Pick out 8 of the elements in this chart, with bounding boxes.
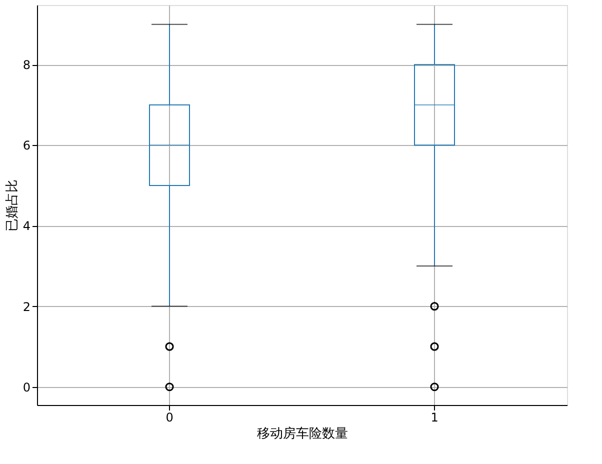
x-axis-title: 移动房车险数量 — [257, 426, 348, 442]
y-tick-label: 6 — [22, 138, 30, 153]
y-axis-title: 已婚占比 — [4, 180, 20, 232]
y-tick-label: 8 — [22, 58, 30, 72]
x-tick-label: 1 — [430, 410, 438, 424]
y-tick-label: 4 — [22, 219, 30, 234]
y-tick-label: 2 — [22, 300, 30, 314]
y-tick-label: 0 — [22, 380, 30, 394]
